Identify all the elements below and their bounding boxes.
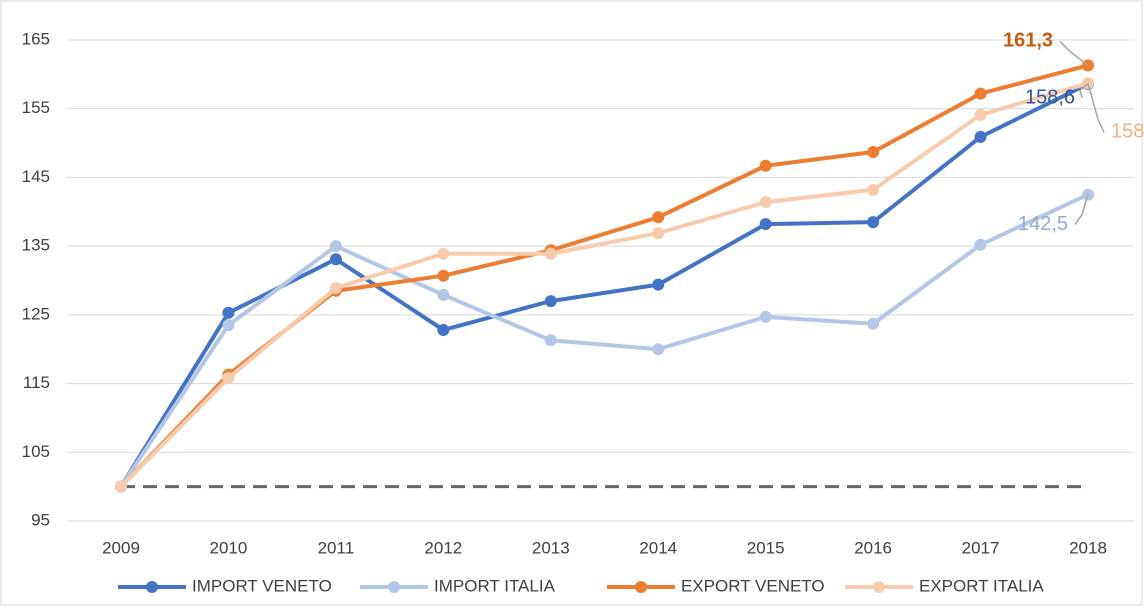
data-point — [222, 306, 235, 319]
data-point — [222, 319, 235, 332]
data-point — [652, 343, 665, 356]
data-point — [867, 146, 880, 159]
data-label: 158,6 — [1025, 86, 1075, 108]
data-point — [867, 183, 880, 196]
data-point — [437, 269, 450, 282]
leader-line — [1079, 83, 1089, 99]
y-tick-label: 165 — [22, 29, 50, 48]
legend-label: IMPORT VENETO — [192, 576, 332, 595]
x-tick-label: 2018 — [1069, 538, 1107, 557]
legend-label: EXPORT VENETO — [681, 576, 825, 595]
y-tick-label: 105 — [22, 442, 50, 461]
data-point — [652, 211, 665, 224]
data-point — [974, 130, 987, 143]
leader-line — [1087, 83, 1105, 133]
data-point — [544, 295, 557, 308]
legend-label: EXPORT ITALIA — [919, 576, 1044, 595]
legend-marker — [388, 581, 400, 593]
data-point — [544, 247, 557, 260]
data-point — [222, 372, 235, 385]
data-point — [329, 240, 342, 253]
data-label: 161,3 — [1003, 30, 1053, 52]
data-point — [759, 159, 772, 172]
x-tick-label: 2013 — [532, 538, 570, 557]
data-point — [867, 317, 880, 330]
leader-line — [1059, 40, 1089, 67]
y-tick-label: 155 — [22, 98, 50, 117]
data-label: 142,5 — [1018, 213, 1068, 235]
series-line — [119, 192, 1089, 488]
x-tick-label: 2009 — [102, 538, 140, 557]
data-point — [437, 323, 450, 336]
series-line — [119, 81, 1089, 489]
legend-marker — [635, 581, 647, 593]
y-tick-label: 115 — [23, 373, 50, 392]
x-tick-label: 2012 — [424, 538, 462, 557]
y-tick-label: 145 — [22, 167, 50, 186]
legend-marker — [146, 581, 158, 593]
data-point — [759, 196, 772, 209]
legend-marker — [873, 581, 885, 593]
leader-line — [1074, 194, 1089, 226]
x-tick-label: 2016 — [854, 538, 892, 557]
y-tick-label: 95 — [31, 510, 50, 529]
data-point — [974, 238, 987, 251]
data-point — [437, 288, 450, 301]
data-point — [544, 334, 557, 347]
y-tick-label: 135 — [22, 236, 50, 255]
data-point — [329, 253, 342, 266]
legend-label: IMPORT ITALIA — [434, 576, 556, 595]
data-point — [437, 247, 450, 260]
data-point — [652, 227, 665, 240]
data-point — [867, 216, 880, 229]
x-tick-label: 2015 — [747, 538, 785, 557]
data-point — [652, 278, 665, 291]
data-point — [329, 282, 342, 295]
x-tick-label: 2014 — [639, 538, 677, 557]
x-tick-label: 2017 — [962, 538, 1000, 557]
x-tick-label: 2011 — [318, 538, 355, 557]
data-point — [759, 310, 772, 323]
y-tick-label: 125 — [22, 304, 50, 323]
data-point — [974, 87, 987, 100]
data-point — [974, 108, 987, 121]
x-tick-label: 2010 — [210, 538, 248, 557]
data-point — [759, 218, 772, 231]
data-label: 158,7 — [1111, 121, 1144, 143]
data-point — [115, 480, 127, 493]
